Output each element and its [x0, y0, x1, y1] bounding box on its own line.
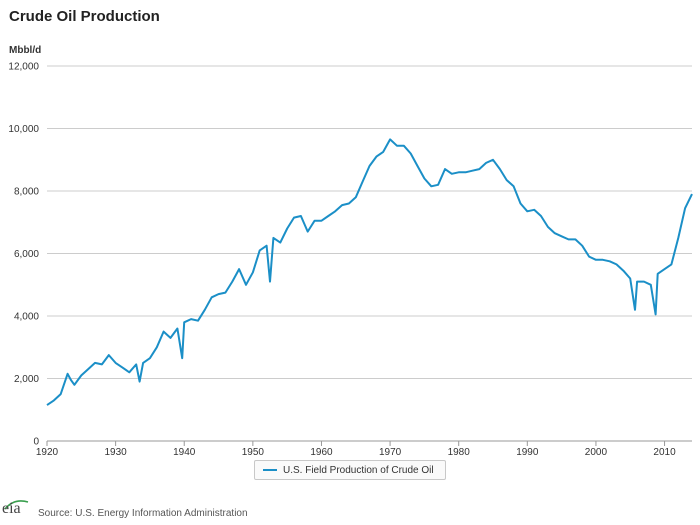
grid-lines	[47, 65, 692, 379]
y-tick-label: 8,000	[14, 187, 39, 198]
y-tick-label: 12,000	[8, 62, 39, 73]
legend-label: U.S. Field Production of Crude Oil	[283, 464, 434, 476]
eia-logo-arc	[4, 500, 29, 510]
legend[interactable]: U.S. Field Production of Crude Oil	[254, 460, 446, 480]
source-note: Source: U.S. Energy Information Administ…	[38, 508, 248, 519]
y-axis-ticks: 0 2,000 4,000 6,000 8,000 10,000 12,000	[8, 62, 39, 448]
x-tick-label: 1980	[448, 447, 471, 458]
x-tick-label: 1940	[173, 447, 196, 458]
x-tick-label: 2010	[653, 447, 676, 458]
legend-swatch	[263, 469, 277, 471]
x-tick-label: 1930	[104, 447, 127, 458]
y-axis-unit-label: Mbbl/d	[9, 45, 42, 56]
y-tick-label: 2,000	[14, 374, 39, 385]
x-tick-label: 1960	[310, 447, 333, 458]
y-tick-label: 0	[33, 437, 39, 448]
x-tick-label: 1990	[516, 447, 539, 458]
x-tick-label: 2000	[585, 447, 608, 458]
x-tick-label: 1970	[379, 447, 402, 458]
x-axis-ticks: 1920 1930 1940 1950 1960 1970 1980 1990 2000 2010	[36, 441, 676, 458]
y-tick-label: 6,000	[14, 249, 39, 260]
chart-title: Crude Oil Production	[9, 8, 160, 25]
x-tick-label: 1920	[36, 447, 59, 458]
eia-logo: eia	[2, 500, 21, 517]
y-tick-label: 10,000	[8, 124, 39, 135]
x-tick-label: 1950	[242, 447, 265, 458]
series-line	[46, 138, 693, 406]
y-tick-label: 4,000	[14, 312, 39, 323]
